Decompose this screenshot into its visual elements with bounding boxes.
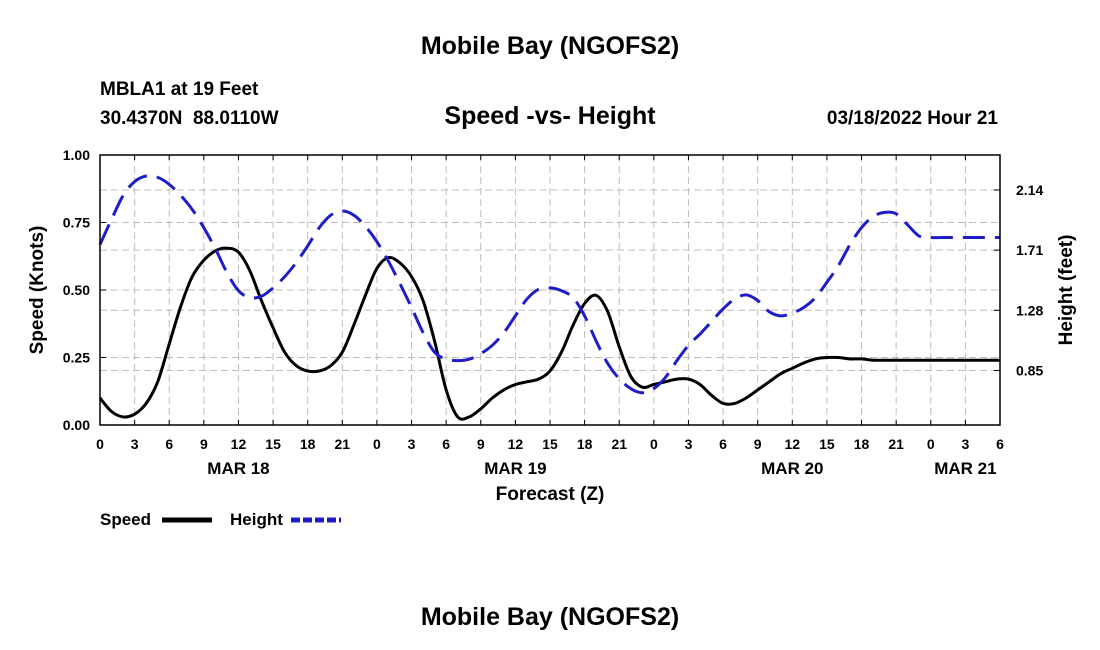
coordinates-label: 30.4370N 88.0110W bbox=[100, 108, 279, 129]
legend-height-label: Height bbox=[230, 510, 283, 529]
y-tick-label: 0.50 bbox=[63, 282, 90, 298]
x-tick-label: 9 bbox=[477, 436, 485, 452]
y2-tick-label: 1.28 bbox=[1016, 302, 1043, 318]
y2-tick-label: 2.14 bbox=[1016, 182, 1043, 198]
x-axis-ticks: 0 3 6 9 12 15 18 21 0 3 6 9 12 15 18 21 0 3 6 9 12 15 18 21 0 3 6 bbox=[96, 155, 1004, 452]
day-label: MAR 20 bbox=[761, 459, 823, 478]
grid-lines bbox=[100, 155, 1000, 425]
chart-subtitle: Speed -vs- Height bbox=[444, 102, 656, 130]
x-tick-label: 3 bbox=[408, 436, 416, 452]
day-label: MAR 18 bbox=[207, 459, 269, 478]
x-tick-label: 0 bbox=[650, 436, 658, 452]
x-axis-label: Forecast (Z) bbox=[496, 484, 605, 505]
y-tick-label: 0.75 bbox=[63, 215, 90, 231]
x-tick-label: 9 bbox=[200, 436, 208, 452]
x-tick-label: 15 bbox=[542, 436, 558, 452]
x-tick-label: 21 bbox=[335, 436, 351, 452]
day-label: MAR 19 bbox=[484, 459, 546, 478]
x-tick-label: 9 bbox=[754, 436, 762, 452]
x-tick-label: 6 bbox=[719, 436, 727, 452]
station-label: MBLA1 at 19 Feet bbox=[100, 79, 259, 100]
legend: Speed Height bbox=[100, 510, 341, 529]
y-axis-label: Speed (Knots) bbox=[27, 226, 48, 355]
datetime-label: 03/18/2022 Hour 21 bbox=[827, 108, 999, 129]
x-tick-label: 18 bbox=[300, 436, 316, 452]
x-tick-label: 12 bbox=[508, 436, 524, 452]
x-tick-label: 0 bbox=[96, 436, 104, 452]
y2-tick-label: 0.85 bbox=[1016, 362, 1043, 378]
x-tick-label: 3 bbox=[685, 436, 693, 452]
x-tick-label: 18 bbox=[854, 436, 870, 452]
x-tick-label: 15 bbox=[265, 436, 281, 452]
x-tick-label: 18 bbox=[577, 436, 593, 452]
legend-speed-label: Speed bbox=[100, 510, 151, 529]
x-tick-label: 6 bbox=[165, 436, 173, 452]
x-tick-label: 3 bbox=[961, 436, 969, 452]
series-layer bbox=[98, 174, 1000, 421]
y2-axis-label: Height (feet) bbox=[1056, 235, 1077, 346]
y-tick-label: 1.00 bbox=[63, 147, 90, 163]
x-tick-label: 12 bbox=[785, 436, 801, 452]
chart-title: Mobile Bay (NGOFS2) bbox=[421, 32, 679, 60]
series-line-speed bbox=[98, 246, 1000, 421]
y-tick-label: 0.25 bbox=[63, 350, 90, 366]
y2-tick-label: 1.71 bbox=[1016, 242, 1043, 258]
day-label: MAR 21 bbox=[934, 459, 996, 478]
day-labels: MAR 18 MAR 19 MAR 20 MAR 21 bbox=[207, 459, 996, 478]
x-tick-label: 12 bbox=[231, 436, 247, 452]
x-tick-label: 15 bbox=[819, 436, 835, 452]
x-tick-label: 21 bbox=[888, 436, 904, 452]
x-tick-label: 3 bbox=[131, 436, 139, 452]
x-tick-label: 6 bbox=[996, 436, 1004, 452]
y-tick-label: 0.00 bbox=[63, 417, 90, 433]
series-line-height bbox=[98, 174, 1000, 395]
y-axis-ticks: 0.00 0.25 0.50 0.75 1.00 bbox=[63, 147, 106, 433]
x-tick-label: 6 bbox=[442, 436, 450, 452]
x-tick-label: 21 bbox=[611, 436, 627, 452]
x-tick-label: 0 bbox=[373, 436, 381, 452]
footer-title: Mobile Bay (NGOFS2) bbox=[421, 603, 679, 631]
y2-axis-ticks: 0.85 1.28 1.71 2.14 bbox=[994, 182, 1043, 378]
x-tick-label: 0 bbox=[927, 436, 935, 452]
